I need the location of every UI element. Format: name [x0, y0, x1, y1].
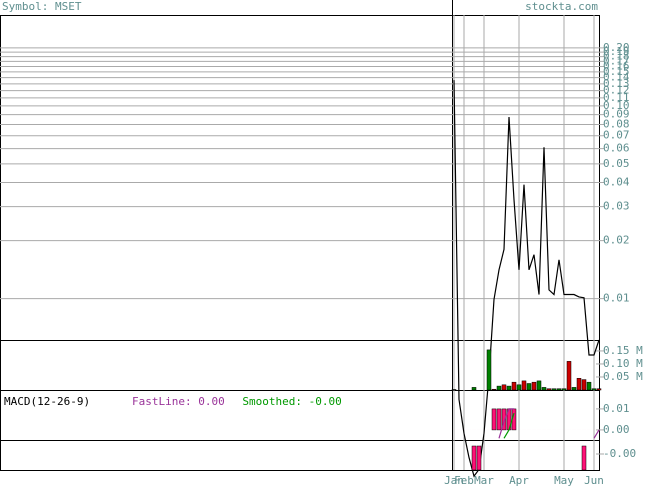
source: stockta.com	[525, 0, 598, 13]
y-tick-label: 0.08	[603, 118, 630, 131]
bar	[521, 380, 527, 391]
y-tick-label: 0.01	[603, 292, 630, 305]
bar	[486, 349, 492, 391]
bar	[541, 387, 547, 391]
bar	[531, 381, 537, 391]
panel-title: MACD(12-26-9)	[4, 395, 90, 408]
y-tick-label: 0.07	[603, 129, 630, 142]
x-tick-label: May	[554, 474, 574, 486]
symbol: Symbol: MSET	[2, 0, 82, 13]
x-tick-label: Mar	[474, 474, 494, 486]
price-line	[453, 80, 600, 478]
y-tick-label: 0.04	[603, 176, 630, 189]
y-tick-label: 0.12	[603, 84, 630, 97]
y-tick-label: 0.20	[603, 41, 630, 54]
bar	[516, 384, 522, 391]
bar	[556, 388, 562, 391]
macd-histogram	[491, 408, 497, 431]
legend-entry: FastLine: 0.00	[132, 395, 225, 408]
x-tick-label: Feb	[454, 474, 474, 486]
y-tick-label: 0.00	[603, 423, 630, 436]
bar	[511, 381, 517, 391]
series-line	[504, 413, 599, 438]
y-tick-label: 0.13	[603, 77, 630, 90]
bar	[551, 388, 557, 391]
y-tick-label: 0.01	[603, 402, 630, 415]
bar	[561, 388, 567, 391]
macd-histogram	[501, 408, 507, 431]
bar	[491, 388, 497, 391]
bar	[596, 388, 602, 391]
bar	[591, 388, 597, 391]
bar	[476, 445, 482, 471]
bar	[586, 381, 592, 391]
y-tick-label: 0.10 M	[603, 357, 643, 370]
bar	[526, 383, 532, 391]
y-tick-label: 0.03	[603, 200, 630, 213]
macd-histogram	[496, 408, 502, 431]
y-tick-label: 0.16	[603, 60, 630, 73]
bar	[546, 388, 552, 391]
y-tick-label: 0.19	[603, 45, 630, 58]
frame	[0, 15, 600, 471]
bar	[496, 385, 502, 391]
series-line	[498, 408, 600, 439]
y-tick-label: -0.00	[603, 447, 636, 460]
x-tick-label: Apr	[509, 474, 529, 486]
bar	[471, 387, 477, 391]
y-tick-label: 0.15 M	[603, 344, 643, 357]
bar	[536, 380, 542, 391]
bar	[451, 389, 457, 391]
y-tick-label: 0.15	[603, 65, 630, 78]
x-tick-label: Jan	[444, 474, 464, 486]
y-tick-label: 0.02	[603, 234, 630, 247]
bar	[571, 387, 577, 391]
bar	[501, 384, 507, 391]
bar	[581, 379, 587, 391]
bar	[506, 385, 512, 391]
bar	[566, 361, 572, 391]
y-tick-label: 0.05	[603, 157, 630, 170]
y-tick-label: 0.14	[603, 71, 630, 84]
y-tick-label: 0.10	[603, 99, 630, 112]
x-tick-label: Jun	[584, 474, 604, 486]
y-tick-label: 0.05 M	[603, 370, 643, 383]
bar	[576, 378, 582, 391]
bar	[471, 445, 477, 471]
legend-entry: Smoothed: -0.00	[242, 395, 341, 408]
y-tick-label: 0.06	[603, 142, 630, 155]
y-tick-label: 0.17	[603, 54, 630, 67]
y-tick-label: 0.18	[603, 50, 630, 63]
y-tick-label: 0.11	[603, 91, 630, 104]
bar	[581, 445, 587, 471]
y-tick-label: 0.09	[603, 108, 630, 121]
